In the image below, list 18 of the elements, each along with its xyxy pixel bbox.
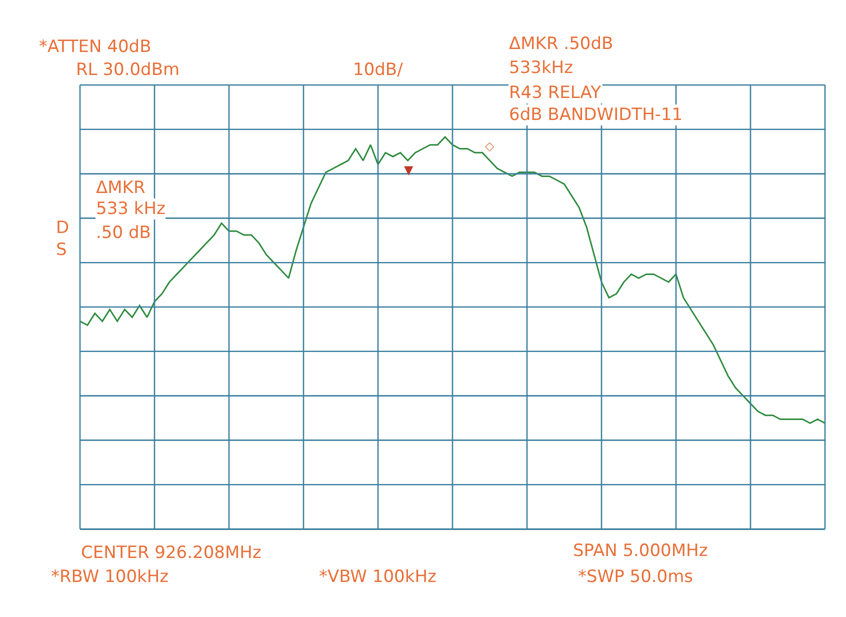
text: CENTER 926.208MHz (81, 543, 262, 563)
annotation: .50 dB (96, 223, 151, 243)
annotation: 533 kHz (96, 199, 166, 219)
text: *ATTEN 40dB (39, 37, 152, 57)
text: 533kHz (509, 58, 574, 78)
text: D (56, 218, 70, 238)
text: 10dB/ (353, 60, 404, 80)
text: R43 RELAY (509, 83, 602, 103)
annotation: ΔMKR (96, 178, 146, 198)
text: RL 30.0dBm (76, 60, 180, 80)
text: *SWP 50.0ms (578, 567, 694, 587)
text: ΔMKR .50dB (509, 34, 614, 54)
text: 6dB BANDWIDTH-11 (509, 105, 683, 125)
text: S (56, 240, 67, 260)
annotation: ◇ (485, 139, 495, 153)
text: *RBW 100kHz (51, 567, 169, 587)
text: SPAN 5.000MHz (573, 541, 708, 561)
text: *VBW 100kHz (319, 567, 436, 587)
